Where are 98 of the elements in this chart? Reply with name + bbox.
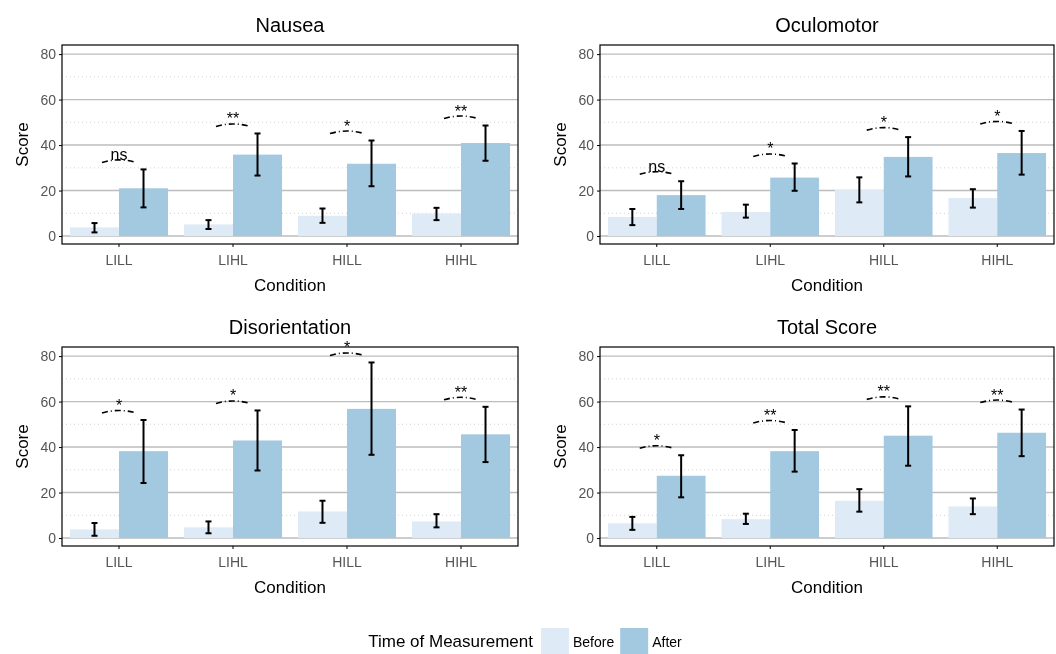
x-tick-label: HIHL	[981, 554, 1014, 571]
bar	[411, 213, 461, 237]
legend-label: Before	[572, 634, 615, 650]
annotation: ns	[110, 146, 128, 164]
y-tick-label: 80	[578, 46, 595, 63]
annotation: *	[229, 387, 237, 405]
bar	[347, 408, 397, 539]
annotation: **	[454, 383, 468, 401]
bar	[834, 500, 884, 539]
x-tick-label: LILL	[105, 252, 133, 269]
y-tick-label: 20	[578, 182, 595, 199]
bar	[347, 163, 397, 237]
bar	[607, 523, 657, 539]
y-tick-label: 80	[578, 348, 595, 365]
y-tick-label: 40	[578, 137, 595, 154]
bar	[461, 143, 511, 237]
y-tick-label: 60	[578, 91, 595, 108]
x-tick-label: LILL	[105, 554, 133, 571]
chart-title: Disorientation	[228, 316, 352, 338]
bar	[297, 215, 347, 237]
x-tick-label: HILL	[868, 252, 899, 269]
annotation: **	[454, 102, 468, 120]
y-axis-title: Score	[551, 424, 570, 469]
x-tick-label: LIHL	[218, 554, 248, 571]
bar	[770, 177, 820, 237]
x-tick-label: LILL	[643, 554, 671, 571]
y-tick-label: 60	[578, 393, 595, 410]
bar	[233, 154, 283, 237]
bar	[721, 211, 771, 237]
bar	[183, 527, 233, 539]
x-axis-title: Condition	[791, 276, 863, 295]
y-tick-label: 0	[48, 228, 57, 245]
x-axis-title: Condition	[791, 578, 863, 597]
y-axis-title: Score	[13, 122, 32, 167]
y-tick-label: 40	[40, 137, 57, 154]
x-tick-label: HIHL	[445, 554, 478, 571]
y-tick-label: 0	[586, 530, 595, 547]
bar	[883, 156, 933, 237]
y-tick-label: 60	[40, 91, 57, 108]
bar	[770, 451, 820, 539]
bar	[461, 434, 511, 539]
bar	[119, 188, 169, 237]
bar	[997, 432, 1047, 539]
bar	[119, 451, 169, 539]
y-tick-label: 0	[586, 228, 595, 245]
y-tick-label: 20	[40, 182, 57, 199]
bar	[69, 529, 119, 539]
bar	[69, 227, 119, 237]
x-tick-label: LIHL	[755, 554, 786, 571]
x-tick-label: HIHL	[445, 252, 478, 269]
chart-title: Nausea	[255, 14, 326, 36]
y-axis-title: Score	[13, 424, 32, 469]
bar	[997, 153, 1047, 237]
bar	[297, 511, 347, 539]
annotation: **	[226, 110, 240, 128]
bar	[656, 195, 706, 237]
bar	[607, 216, 657, 237]
y-tick-label: 20	[40, 484, 57, 501]
chart-title: Oculomotor	[775, 14, 880, 36]
bar	[411, 521, 461, 539]
bar	[183, 224, 233, 237]
x-axis-title: Condition	[254, 578, 326, 597]
annotation: *	[880, 114, 887, 132]
annotation: *	[653, 432, 660, 450]
annotation: **	[764, 407, 777, 425]
x-tick-label: LIHL	[218, 252, 248, 269]
chart-title: Total Score	[776, 316, 878, 338]
bar	[883, 435, 933, 539]
legend-title: Time of Measurement	[368, 632, 534, 651]
annotation: *	[994, 107, 1001, 125]
annotation: *	[115, 397, 123, 414]
y-tick-label: 40	[40, 439, 57, 456]
y-tick-label: 20	[578, 484, 595, 501]
annotation: *	[343, 117, 351, 135]
annotation: ns	[648, 158, 666, 176]
x-tick-label: LIHL	[755, 252, 786, 269]
y-tick-label: 80	[40, 46, 57, 63]
y-tick-label: 80	[40, 348, 57, 365]
y-tick-label: 60	[40, 393, 57, 410]
annotation: **	[991, 386, 1004, 404]
bar	[834, 189, 884, 237]
x-tick-label: HIHL	[981, 252, 1014, 269]
x-tick-label: HILL	[332, 252, 362, 269]
y-tick-label: 40	[578, 439, 595, 456]
x-tick-label: HILL	[868, 554, 899, 571]
x-tick-label: LILL	[643, 252, 671, 269]
bar	[656, 475, 706, 539]
x-axis-title: Condition	[254, 276, 326, 295]
y-axis-title: Score	[551, 122, 570, 167]
bar	[948, 506, 998, 539]
bar	[233, 440, 283, 539]
y-tick-label: 0	[48, 530, 57, 547]
annotation: **	[877, 383, 890, 401]
legend-label: After	[652, 634, 683, 650]
bar	[948, 198, 998, 237]
bar	[721, 519, 771, 539]
annotation: *	[767, 140, 774, 158]
x-tick-label: HILL	[332, 554, 362, 571]
